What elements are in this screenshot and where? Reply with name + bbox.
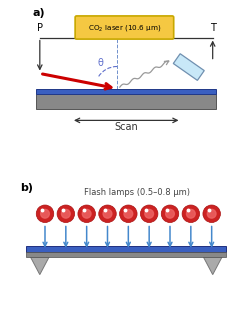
- Circle shape: [99, 205, 116, 223]
- Circle shape: [120, 205, 137, 223]
- Circle shape: [62, 209, 70, 218]
- Bar: [36, 89, 216, 94]
- Text: Flash lamps (0.5–0.8 μm): Flash lamps (0.5–0.8 μm): [84, 188, 190, 197]
- Circle shape: [36, 205, 54, 223]
- FancyBboxPatch shape: [75, 16, 174, 39]
- Circle shape: [166, 209, 174, 218]
- Text: P: P: [37, 23, 43, 32]
- Text: T: T: [210, 23, 216, 32]
- Circle shape: [40, 209, 49, 218]
- Circle shape: [124, 209, 133, 218]
- Text: CO$_2$ laser (10.6 μm): CO$_2$ laser (10.6 μm): [88, 23, 161, 32]
- Circle shape: [207, 209, 216, 218]
- Circle shape: [203, 205, 220, 223]
- Circle shape: [145, 209, 154, 218]
- Circle shape: [186, 209, 195, 218]
- Circle shape: [78, 205, 96, 223]
- Bar: [26, 246, 226, 252]
- Polygon shape: [203, 257, 222, 275]
- Circle shape: [103, 209, 112, 218]
- Circle shape: [140, 205, 158, 223]
- Text: a): a): [32, 8, 45, 18]
- Circle shape: [182, 205, 200, 223]
- Circle shape: [161, 205, 179, 223]
- Text: Scan: Scan: [114, 122, 138, 132]
- Bar: [26, 252, 226, 257]
- Text: θ: θ: [98, 58, 103, 68]
- Polygon shape: [30, 257, 49, 275]
- Text: b): b): [20, 183, 33, 192]
- Circle shape: [57, 205, 74, 223]
- Polygon shape: [173, 54, 204, 80]
- Circle shape: [82, 209, 91, 218]
- Bar: [36, 94, 216, 109]
